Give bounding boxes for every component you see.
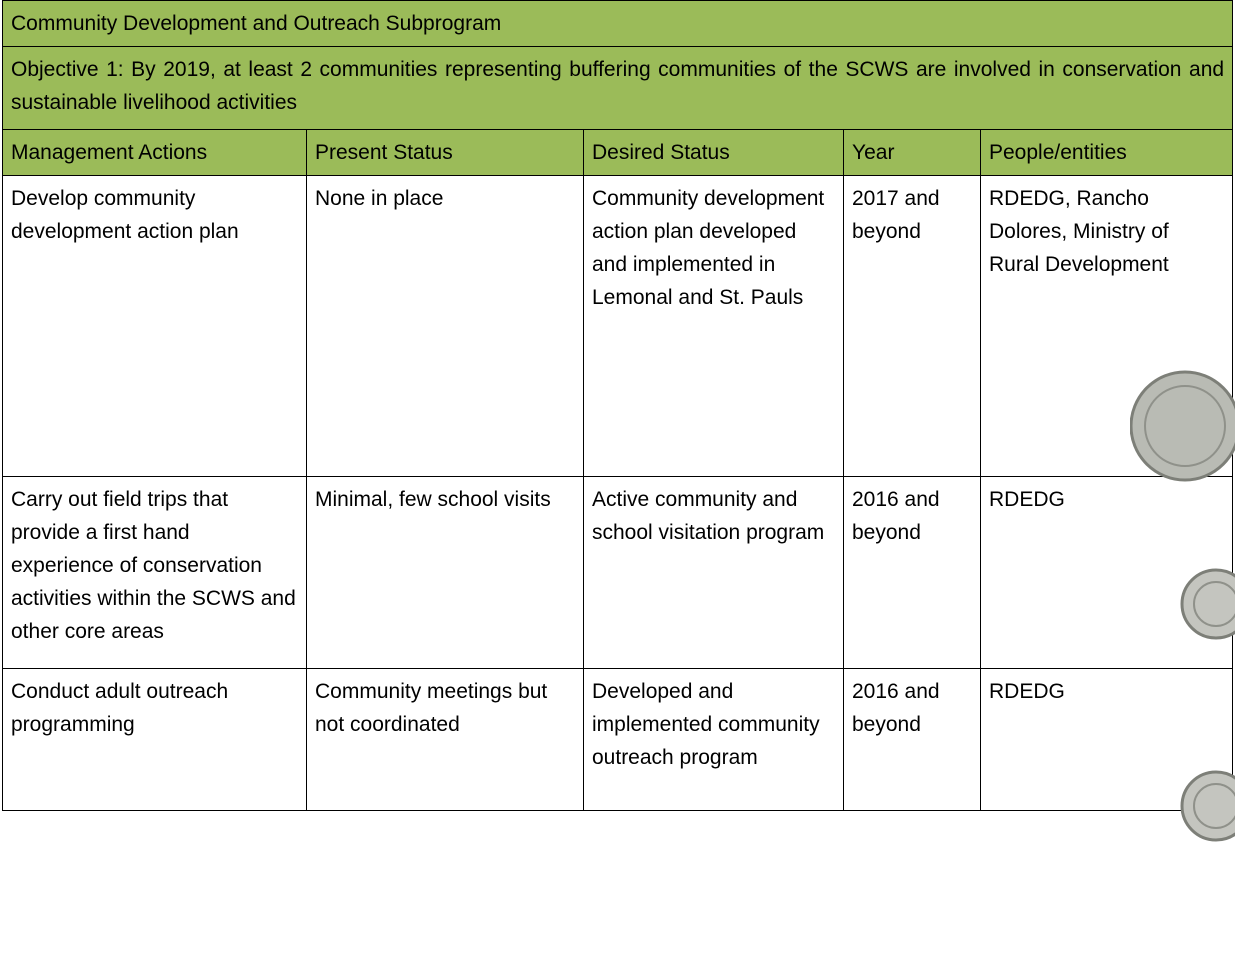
coin-image — [1180, 568, 1235, 640]
row: Develop community development action pla… — [2, 175, 1234, 477]
header-row: Management Actions Present Status Desired … — [2, 129, 1234, 176]
cell: 2016 and beyond — [843, 476, 981, 669]
cell: Develop community development action pla… — [2, 175, 307, 477]
column-header: Desired Status — [583, 129, 844, 176]
cell: Active community and school visitation p… — [583, 476, 844, 669]
column-header: Year — [843, 129, 981, 176]
row: Carry out field trips that provide a fir… — [2, 476, 1234, 669]
cell: Developed and implemented community outr… — [583, 668, 844, 811]
cell: Carry out field trips that provide a fir… — [2, 476, 307, 669]
column-header: People/entities — [979, 129, 1234, 176]
cell: 2016 and beyond — [843, 668, 981, 811]
subprogram-title: Community Development and Outreach Subpr… — [1, 0, 1234, 47]
cell: Conduct adult outreach programming — [2, 668, 307, 811]
cell: Minimal, few school visits — [306, 476, 584, 669]
row: Conduct adult outreach programming Commun… — [2, 668, 1234, 811]
cell: None in place — [306, 175, 584, 477]
coin-image — [1180, 770, 1235, 842]
cell: Community meetings but not coordinated — [306, 668, 584, 811]
objective-row: Objective 1: By 2019, at least 2 communi… — [1, 46, 1234, 130]
coin-image — [1130, 370, 1235, 482]
cell: 2017 and beyond — [843, 175, 981, 477]
cell: Community development action plan develo… — [583, 175, 844, 477]
column-header: Present Status — [306, 129, 584, 176]
title-row: Community Development and Outreach Subpr… — [1, 0, 1234, 47]
column-header: Management Actions — [2, 129, 307, 176]
objective: Objective 1: By 2019, at least 2 communi… — [1, 46, 1234, 130]
plan-table: Community Development and Outreach Subpr… — [1, 0, 1234, 811]
cell: RDEDG — [979, 476, 1234, 669]
